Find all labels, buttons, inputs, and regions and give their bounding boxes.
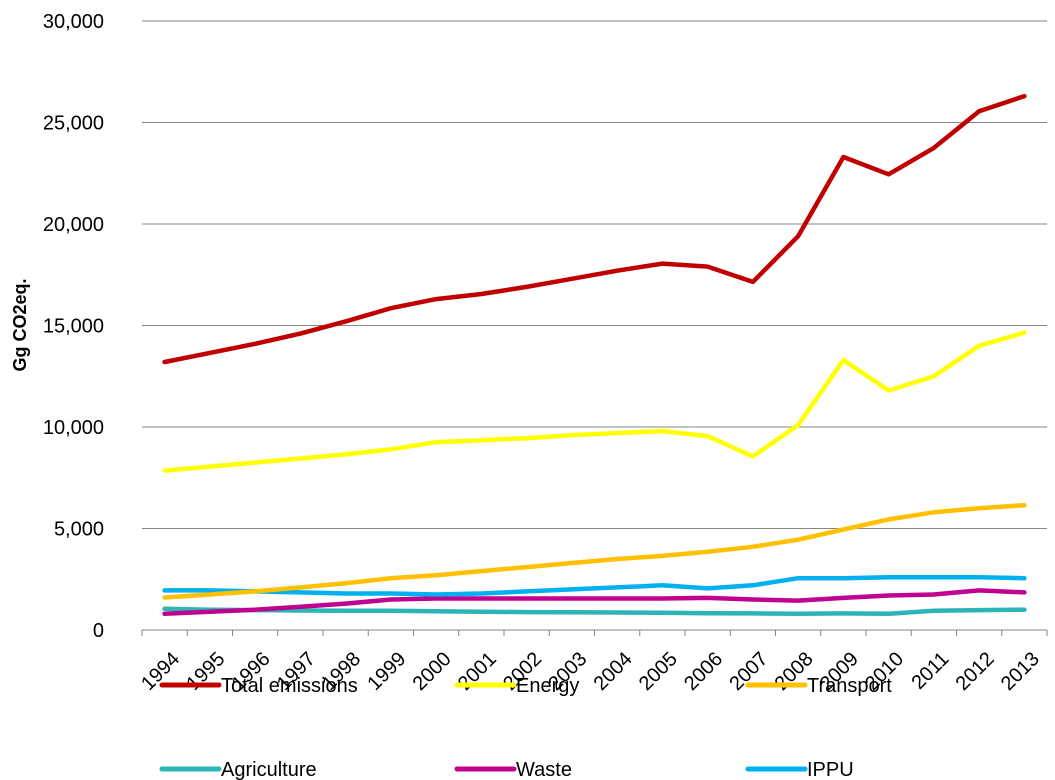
gridlines: [142, 20, 1047, 529]
y-axis-title: Gg CO2eq.: [10, 278, 30, 371]
y-tick-label: 0: [93, 620, 104, 642]
x-tick-label: 2013: [997, 648, 1044, 695]
x-tick-label: 2000: [409, 648, 456, 695]
y-axis: 0 5,000 10,000 15,000 20,000 25,000 30,000: [43, 11, 104, 642]
y-tick-label: 30,000: [43, 11, 104, 33]
x-tick-label: 1999: [363, 648, 410, 695]
series-line-agriculture: [162, 606, 1027, 617]
x-tick-label: 2007: [725, 648, 772, 695]
series-line-transport: [162, 502, 1027, 600]
series-line-energy: [162, 330, 1027, 473]
y-tick-label: 5,000: [54, 519, 104, 541]
x-tick-label: 1994: [137, 648, 184, 695]
y-tick-label: 20,000: [43, 214, 104, 236]
y-tick-label: 25,000: [43, 113, 104, 135]
series-lines: [162, 93, 1027, 617]
x-tick-label: 2006: [680, 648, 727, 695]
legend-label-waste: Waste: [516, 759, 572, 780]
y-tick-label: 10,000: [43, 417, 104, 439]
series-line-ippu: [162, 574, 1027, 597]
legend-label-ippu: IPPU: [807, 759, 854, 780]
legend: Total emissions Energy Transport Agricultur…: [159, 675, 892, 780]
x-tick-label: 2005: [635, 648, 682, 695]
legend-label-total-emissions: Total emissions: [221, 675, 358, 697]
legend-label-agriculture: Agriculture: [221, 759, 317, 780]
x-tick-label: 2012: [952, 648, 999, 695]
legend-label-transport: Transport: [807, 675, 892, 697]
y-tick-label: 15,000: [43, 316, 104, 338]
legend-label-energy: Energy: [516, 675, 579, 697]
x-tick-label: 2004: [590, 648, 637, 695]
x-tick-label: 2011: [907, 648, 953, 694]
series-line-total-emissions: [162, 93, 1027, 365]
x-tick-label: 2001: [454, 648, 501, 695]
series-line-waste: [162, 588, 1027, 617]
